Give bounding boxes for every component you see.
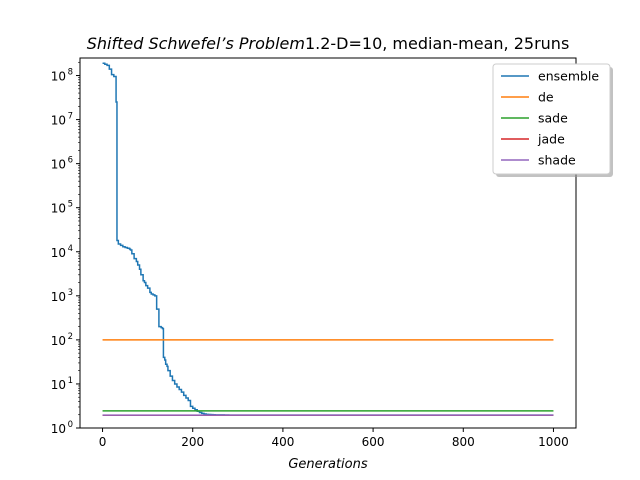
x-tick-label: 1000	[538, 435, 569, 449]
legend-box	[492, 63, 611, 175]
y-tick-exponent: 8	[68, 68, 73, 78]
y-tick-label: 10	[51, 422, 66, 436]
chart-title-rest: 1.2-D=10, median-mean, 25runs	[305, 34, 569, 53]
x-tick-label: 200	[181, 435, 204, 449]
y-tick-label: 10	[51, 290, 66, 304]
y-tick-label: 10	[51, 202, 66, 216]
plot-lines	[102, 62, 554, 416]
y-tick-label: 10	[51, 334, 66, 348]
y-tick-exponent: 4	[68, 244, 73, 254]
y-tick-label: 10	[51, 246, 66, 260]
y-tick-exponent: 1	[68, 376, 73, 386]
y-tick-label: 10	[51, 158, 66, 172]
legend: ensemble de sade jade shade	[492, 63, 613, 177]
chart-title: Shifted Schwefel’s Problem1.2-D=10, medi…	[87, 34, 570, 53]
plot-frame	[79, 57, 577, 429]
y-tick-label: 10	[51, 114, 66, 128]
chart-title-italic: Shifted Schwefel’s Problem	[87, 34, 305, 53]
legend-label-shade: shade	[538, 153, 576, 168]
y-tick-exponent: 2	[68, 332, 73, 342]
x-tick-label: 400	[271, 435, 294, 449]
y-tick-exponent: 0	[68, 420, 73, 430]
x-axis-label: Generations	[288, 457, 368, 472]
x-tick-label: 800	[452, 435, 475, 449]
y-tick-label: 10	[51, 70, 66, 84]
legend-label-sade: sade	[538, 111, 568, 126]
x-tick-label: 0	[99, 435, 107, 449]
x-axis-ticks: 0 200 400 600 800 1000	[99, 428, 569, 449]
legend-label-de: de	[538, 90, 554, 105]
x-tick-label: 600	[362, 435, 385, 449]
y-tick-exponent: 3	[68, 288, 73, 298]
legend-label-ensemble: ensemble	[538, 69, 599, 84]
y-tick-exponent: 7	[68, 112, 73, 122]
legend-label-jade: jade	[537, 132, 565, 147]
y-tick-exponent: 5	[68, 200, 73, 210]
series-line-ensemble	[102, 62, 554, 416]
y-tick-label: 10	[51, 378, 66, 392]
y-tick-exponent: 6	[68, 156, 73, 166]
